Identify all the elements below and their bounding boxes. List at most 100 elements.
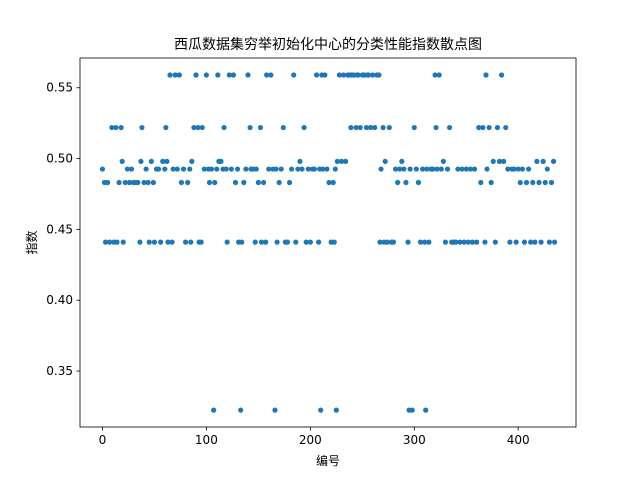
data-point bbox=[128, 166, 135, 172]
data-point bbox=[145, 179, 151, 186]
data-point bbox=[530, 179, 536, 186]
data-point bbox=[368, 124, 374, 131]
data-point bbox=[476, 124, 482, 131]
data-point bbox=[442, 239, 449, 245]
data-point bbox=[517, 179, 523, 186]
data-point bbox=[195, 124, 201, 131]
data-point bbox=[413, 166, 419, 172]
data-point bbox=[377, 239, 383, 245]
data-point bbox=[151, 239, 158, 245]
data-point bbox=[174, 166, 180, 172]
data-point bbox=[453, 239, 459, 245]
data-point bbox=[255, 179, 261, 186]
data-point bbox=[150, 179, 156, 186]
data-point bbox=[336, 72, 343, 78]
data-point bbox=[353, 124, 359, 131]
data-point bbox=[483, 72, 489, 78]
data-point bbox=[496, 158, 503, 164]
data-point bbox=[160, 158, 166, 164]
data-point bbox=[119, 158, 125, 164]
data-point bbox=[551, 239, 558, 245]
y-tick-label: 0.35 bbox=[46, 364, 73, 378]
data-point bbox=[332, 166, 338, 172]
data-point bbox=[438, 166, 444, 172]
data-point bbox=[214, 166, 220, 172]
data-point bbox=[289, 166, 295, 172]
data-point bbox=[463, 166, 469, 172]
data-point bbox=[457, 239, 463, 245]
data-point bbox=[526, 166, 532, 172]
data-point bbox=[116, 179, 122, 186]
data-point bbox=[183, 239, 189, 245]
data-point bbox=[272, 407, 278, 413]
data-point bbox=[230, 72, 237, 78]
data-point bbox=[301, 124, 307, 131]
data-point bbox=[426, 239, 432, 245]
data-point bbox=[297, 158, 303, 164]
data-point bbox=[318, 407, 324, 413]
data-point bbox=[139, 124, 145, 131]
data-point bbox=[409, 407, 415, 413]
data-point bbox=[436, 72, 442, 78]
data-point bbox=[155, 166, 162, 172]
data-point bbox=[430, 166, 436, 172]
data-point bbox=[311, 166, 318, 172]
x-tick-label: 100 bbox=[195, 433, 218, 447]
data-point bbox=[423, 407, 429, 413]
data-point bbox=[494, 124, 501, 131]
data-point bbox=[263, 239, 269, 245]
data-point bbox=[124, 166, 130, 172]
data-point bbox=[488, 179, 494, 186]
data-point bbox=[135, 179, 141, 186]
data-point bbox=[107, 239, 113, 245]
data-point bbox=[399, 158, 405, 164]
data-point bbox=[307, 239, 313, 245]
data-point bbox=[415, 179, 422, 186]
data-point bbox=[486, 124, 492, 131]
data-point bbox=[284, 239, 291, 245]
data-point bbox=[203, 72, 209, 78]
data-point bbox=[185, 179, 191, 186]
data-point bbox=[326, 179, 332, 186]
data-point bbox=[273, 166, 279, 172]
data-point bbox=[208, 166, 215, 172]
data-point bbox=[191, 124, 197, 131]
data-point bbox=[170, 166, 176, 172]
x-tick-label: 400 bbox=[507, 433, 530, 447]
data-point bbox=[480, 124, 486, 131]
data-point bbox=[422, 239, 428, 245]
data-point bbox=[405, 239, 411, 245]
data-point bbox=[280, 124, 286, 131]
data-point bbox=[419, 166, 426, 172]
data-point bbox=[118, 124, 124, 131]
data-point bbox=[397, 166, 403, 172]
data-point bbox=[382, 158, 388, 164]
data-point bbox=[501, 158, 507, 164]
data-point bbox=[484, 166, 490, 172]
data-point bbox=[333, 407, 339, 413]
data-point bbox=[238, 407, 244, 413]
data-point bbox=[167, 72, 173, 78]
data-point bbox=[432, 72, 438, 78]
data-point bbox=[164, 158, 170, 164]
data-point bbox=[417, 239, 424, 245]
data-point bbox=[178, 179, 185, 186]
data-point bbox=[511, 166, 517, 172]
data-point bbox=[403, 179, 409, 186]
data-point bbox=[239, 239, 245, 245]
data-point bbox=[380, 124, 386, 131]
data-point bbox=[478, 179, 484, 186]
data-point bbox=[365, 72, 372, 78]
data-point bbox=[172, 72, 178, 78]
data-point bbox=[146, 239, 152, 245]
data-point bbox=[372, 124, 378, 131]
data-point bbox=[548, 179, 555, 186]
data-point bbox=[162, 166, 168, 172]
data-point bbox=[513, 239, 519, 245]
data-point bbox=[330, 179, 336, 186]
data-point bbox=[212, 179, 218, 186]
data-point bbox=[455, 166, 461, 172]
data-point bbox=[331, 239, 337, 245]
data-point bbox=[395, 179, 401, 186]
data-point bbox=[440, 158, 446, 164]
